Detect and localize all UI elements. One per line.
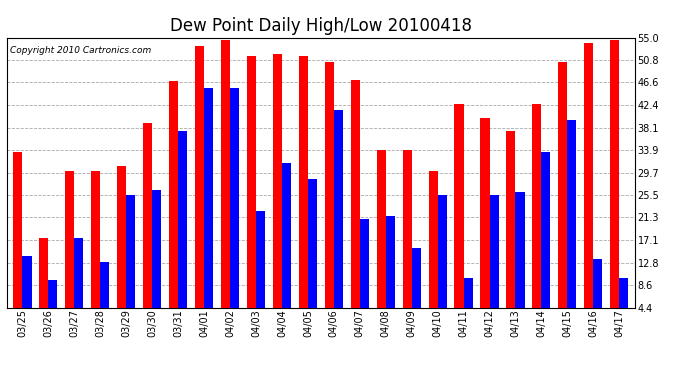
Bar bbox=[506, 131, 515, 331]
Bar bbox=[558, 62, 567, 331]
Bar bbox=[247, 56, 256, 331]
Bar bbox=[584, 43, 593, 331]
Bar bbox=[455, 104, 464, 331]
Bar bbox=[117, 166, 126, 331]
Bar bbox=[256, 211, 265, 331]
Bar bbox=[532, 104, 542, 331]
Bar bbox=[619, 278, 629, 331]
Bar bbox=[386, 216, 395, 331]
Bar bbox=[610, 40, 619, 331]
Bar bbox=[204, 88, 213, 331]
Bar bbox=[325, 62, 334, 331]
Bar bbox=[143, 123, 152, 331]
Bar bbox=[39, 238, 48, 331]
Bar bbox=[334, 110, 343, 331]
Bar bbox=[221, 40, 230, 331]
Bar bbox=[567, 120, 576, 331]
Bar bbox=[489, 195, 499, 331]
Bar bbox=[437, 195, 446, 331]
Bar bbox=[178, 131, 187, 331]
Bar bbox=[428, 171, 437, 331]
Bar bbox=[542, 152, 551, 331]
Bar bbox=[91, 171, 100, 331]
Title: Dew Point Daily High/Low 20100418: Dew Point Daily High/Low 20100418 bbox=[170, 16, 472, 34]
Bar bbox=[480, 117, 489, 331]
Bar bbox=[169, 81, 178, 331]
Bar bbox=[195, 45, 204, 331]
Bar bbox=[100, 262, 110, 331]
Bar bbox=[230, 88, 239, 331]
Bar bbox=[412, 248, 421, 331]
Bar bbox=[152, 190, 161, 331]
Bar bbox=[273, 54, 282, 331]
Bar bbox=[351, 80, 359, 331]
Bar bbox=[359, 219, 369, 331]
Bar bbox=[282, 163, 291, 331]
Bar bbox=[464, 278, 473, 331]
Bar bbox=[23, 256, 32, 331]
Bar bbox=[48, 280, 57, 331]
Bar bbox=[13, 152, 23, 331]
Bar bbox=[308, 179, 317, 331]
Bar bbox=[126, 195, 135, 331]
Bar bbox=[299, 56, 308, 331]
Bar bbox=[75, 238, 83, 331]
Bar bbox=[66, 171, 75, 331]
Bar bbox=[377, 150, 386, 331]
Bar bbox=[593, 259, 602, 331]
Bar bbox=[515, 192, 524, 331]
Bar bbox=[402, 150, 412, 331]
Text: Copyright 2010 Cartronics.com: Copyright 2010 Cartronics.com bbox=[10, 46, 151, 55]
